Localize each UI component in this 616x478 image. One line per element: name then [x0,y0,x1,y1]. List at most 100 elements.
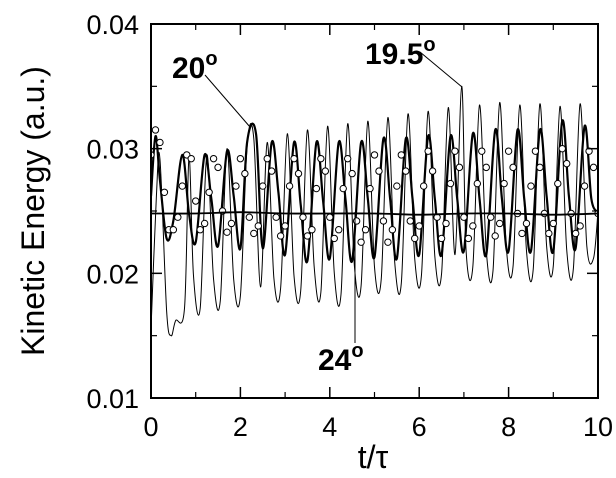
data-point [482,163,490,172]
x-tick-label: 10 [583,412,613,442]
data-point [187,154,195,163]
series-line-line-medium [151,119,598,264]
data-point [500,179,508,188]
data-point [303,232,312,240]
data-point [393,182,401,190]
annotation-arrow-20 [204,74,251,128]
data-point [285,182,294,190]
y-tick-label: 0.02 [86,259,139,289]
data-point [326,213,334,221]
data-point [308,226,316,234]
data-point [317,154,325,163]
annotation-arrow-19-5 [419,51,463,88]
data-point [415,222,423,230]
data-point [509,163,517,172]
data-point [250,229,258,238]
data-point [214,163,222,172]
data-point [156,138,164,147]
data-point [241,169,249,178]
data-point [473,179,482,188]
data-point [223,228,231,236]
annotation-20: 20o [172,48,218,85]
data-point [259,182,267,190]
annotation-19-5-value: 19.5 [365,38,423,71]
plot-series [151,85,598,337]
data-point [312,184,321,193]
annotation-24-degree: o [351,340,363,362]
data-point [299,213,307,221]
y-tick-label: 0.03 [86,135,139,165]
data-point [321,167,330,175]
data-point [205,188,213,197]
x-tick-label: 2 [233,412,248,442]
data-point [209,154,218,163]
data-point [169,226,178,234]
data-point [437,234,446,243]
data-point [464,234,473,243]
data-point [160,188,169,197]
data-point [554,179,562,188]
data-point [178,182,186,190]
series-circles [151,126,598,246]
data-point [549,219,557,228]
data-point [558,144,566,153]
data-point [366,184,374,193]
data-point [192,197,200,205]
y-tick-label: 0.01 [86,384,139,414]
data-point [339,184,347,193]
data-point [531,147,540,155]
annotation-19-5: 19.5o [365,34,436,71]
x-axis-label: t/τ [358,439,389,475]
data-point [281,222,289,230]
series-line-line-thin [151,85,598,337]
data-point [397,151,406,159]
annotation-19-5-degree: o [423,34,435,56]
data-point [330,234,338,243]
data-point [276,232,285,240]
data-point [200,219,209,228]
data-point [196,226,204,234]
data-point [571,229,580,238]
data-point [576,222,584,230]
x-tick-label: 0 [143,412,158,442]
data-point [469,222,477,230]
data-point [442,219,450,228]
annotations: 20o 19.5o 24o [172,34,463,377]
data-point [375,167,383,175]
annotation-20-value: 20 [172,52,205,85]
data-point [174,213,182,221]
data-point [343,154,352,163]
data-point [478,147,486,155]
data-point [406,217,414,225]
data-point [504,147,513,155]
data-point [536,163,544,172]
data-point [451,147,459,155]
y-axis-label: Kinetic Energy (a.u.) [15,66,51,356]
data-point [267,167,276,175]
data-point [290,154,298,163]
x-tick-label: 8 [501,412,516,442]
data-point [388,226,397,234]
data-point [151,126,160,134]
data-point [446,179,455,188]
data-point [352,217,361,225]
data-point [245,213,254,221]
data-point [540,209,549,218]
x-tick-label: 4 [322,412,337,442]
data-point [236,154,245,163]
data-point [379,217,388,225]
tick-labels: 0 2 4 6 8 100.010.020.030.04 [86,10,613,442]
data-point [419,182,428,190]
data-point [348,169,356,178]
data-point [254,222,262,230]
data-point [589,163,598,172]
data-point [580,182,589,190]
series-group [151,85,598,337]
axis-ticks [150,23,599,399]
data-point [545,229,553,238]
data-point [487,213,495,221]
data-point [227,219,236,228]
data-point [522,219,531,228]
y-tick-label: 0.04 [86,10,139,40]
